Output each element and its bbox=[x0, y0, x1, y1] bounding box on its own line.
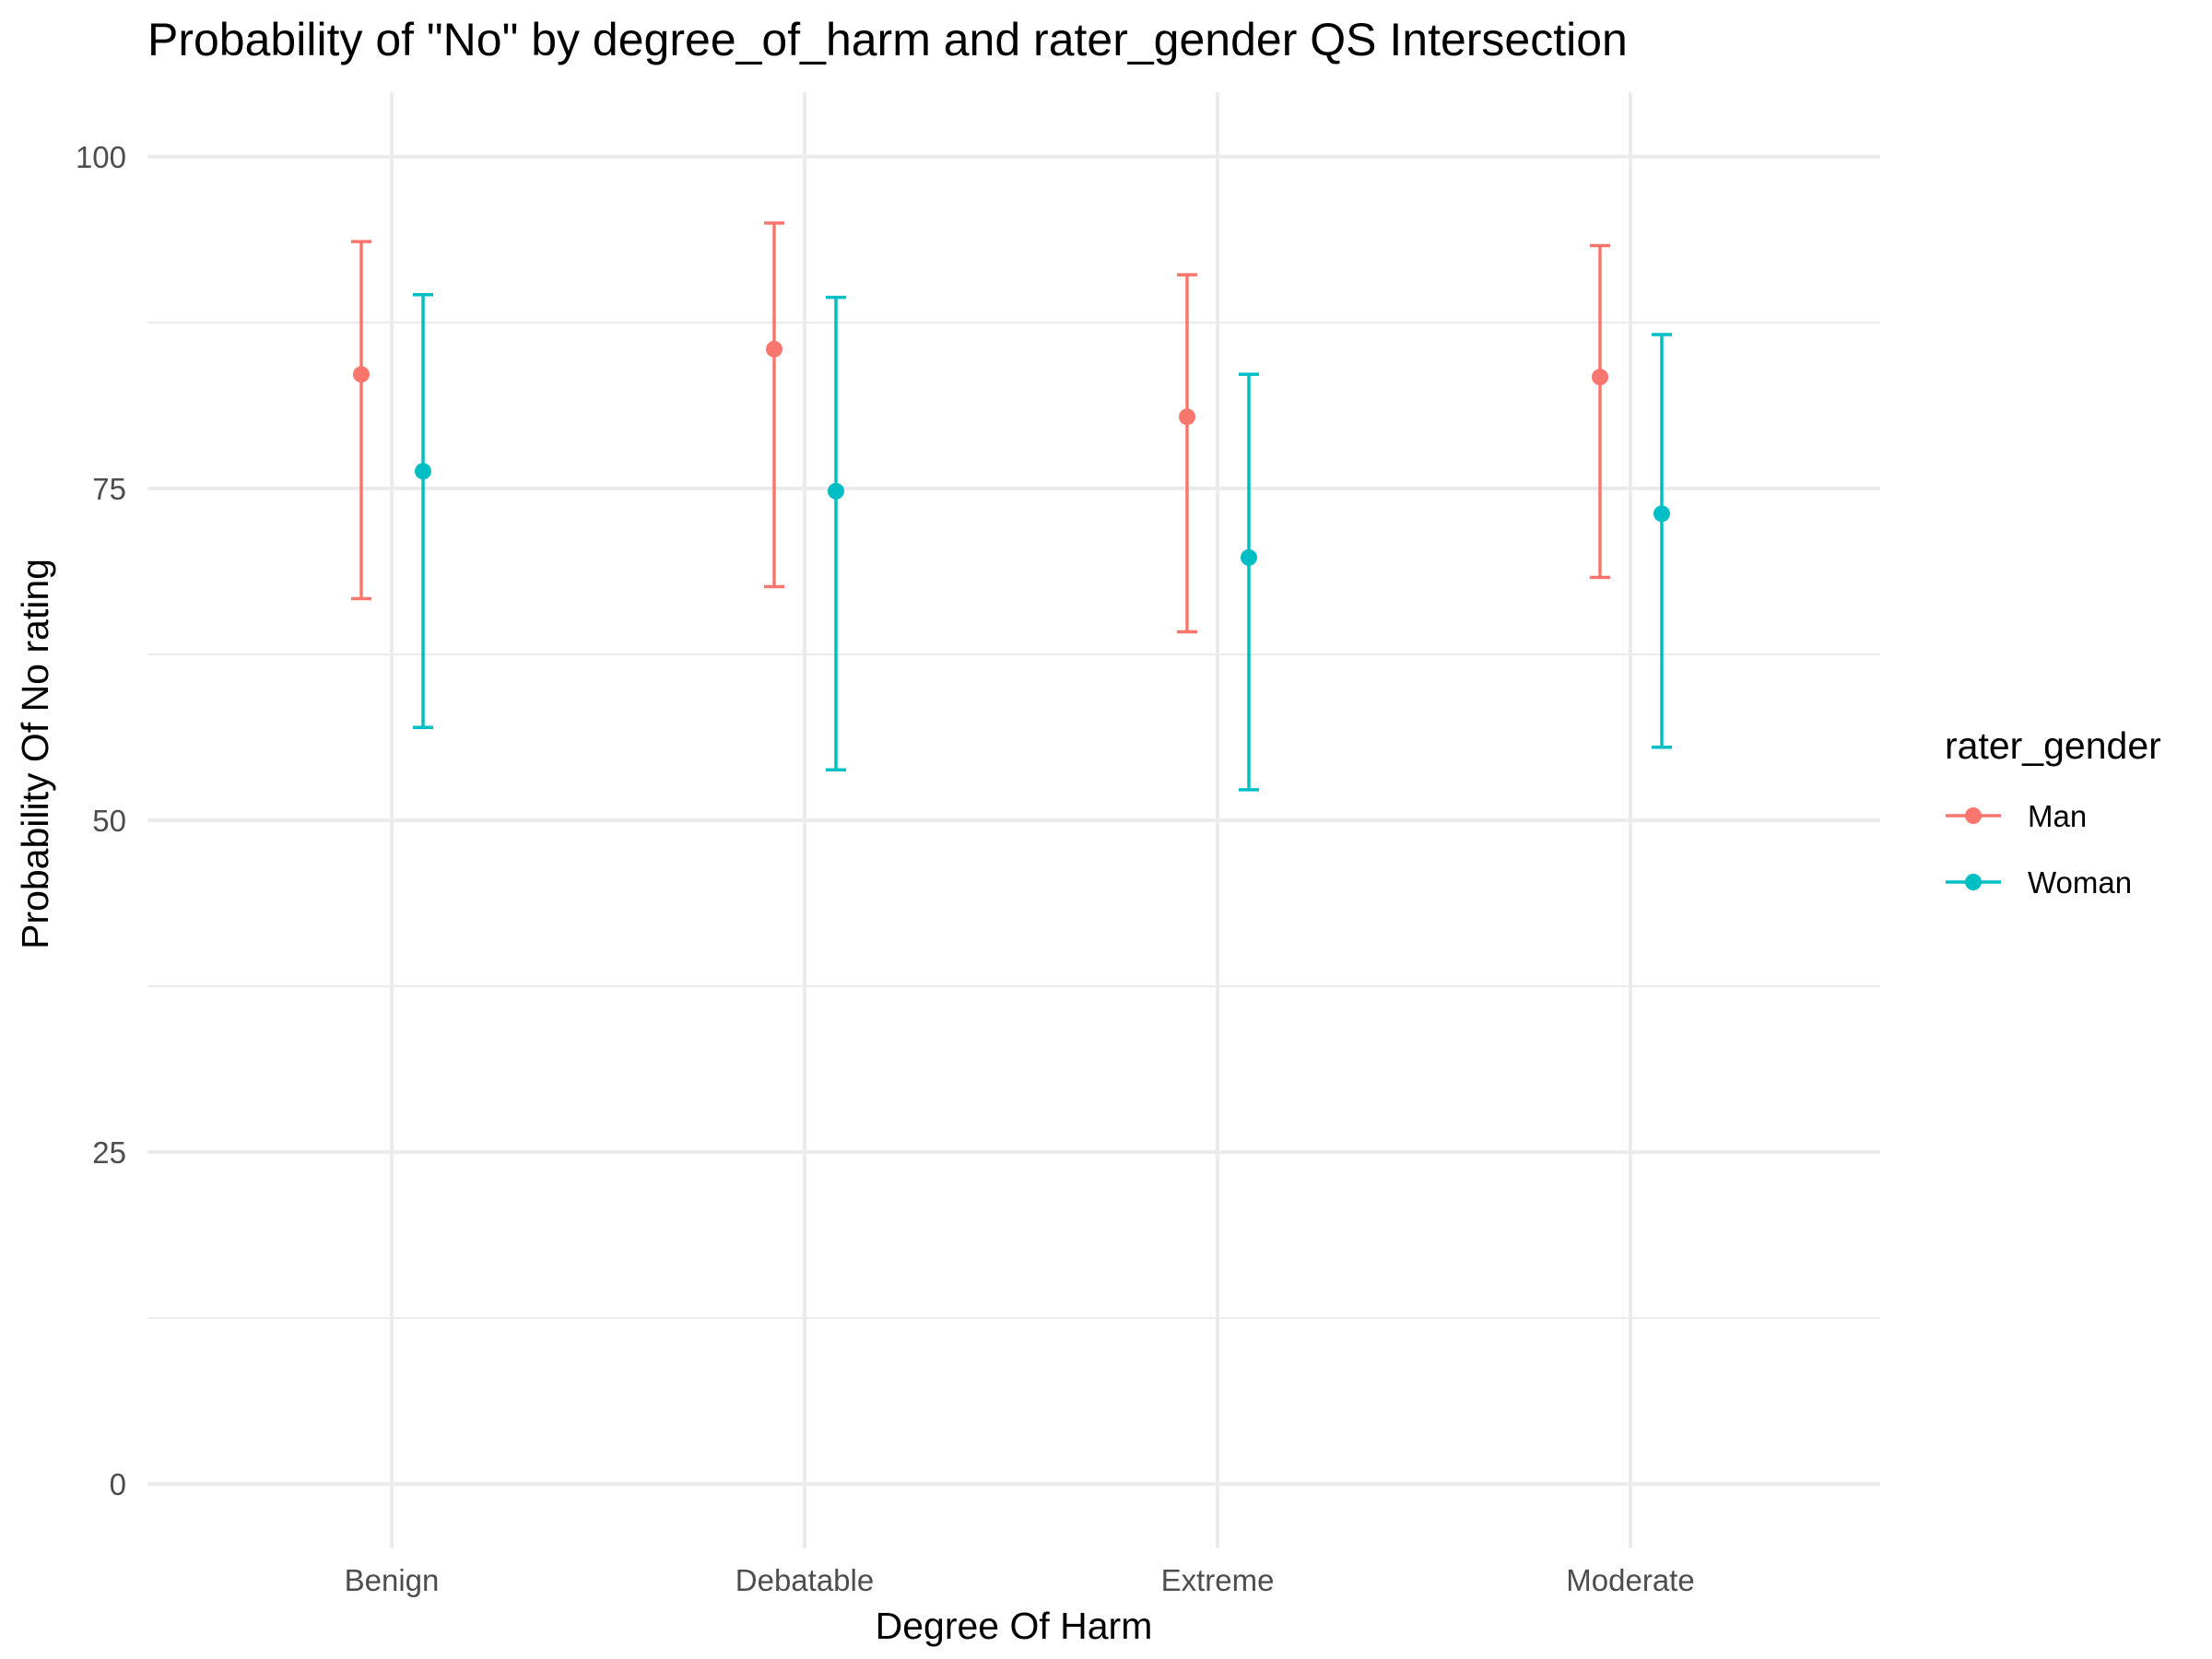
data-point-woman-extreme bbox=[1241, 548, 1257, 566]
y-tick-label: 0 bbox=[110, 1467, 126, 1501]
y-tick-label: 25 bbox=[92, 1135, 126, 1170]
errorbar-man-extreme bbox=[1177, 273, 1197, 634]
errorbar-woman-debatable bbox=[826, 295, 846, 772]
chart-title: Probability of "No" by degree_of_harm an… bbox=[147, 14, 1628, 65]
y-tick-label: 75 bbox=[92, 472, 126, 506]
plot-marks bbox=[351, 221, 1672, 792]
legend: rater_gender Man Woman bbox=[1945, 724, 2161, 900]
x-tick-label: Moderate bbox=[1566, 1563, 1694, 1597]
y-axis-ticks: 0 25 50 75 100 bbox=[76, 140, 126, 1501]
data-point-woman-debatable bbox=[828, 482, 844, 500]
y-axis-title: Probability Of No rating bbox=[14, 559, 56, 949]
errorbar-woman-benign bbox=[413, 293, 433, 729]
legend-key-point bbox=[1965, 807, 1982, 824]
errorbar-woman-extreme bbox=[1239, 372, 1259, 792]
x-axis-title: Degree Of Harm bbox=[876, 1605, 1153, 1647]
errorbar-man-moderate bbox=[1590, 243, 1610, 580]
y-tick-label: 100 bbox=[76, 140, 126, 174]
legend-title: rater_gender bbox=[1945, 724, 2161, 767]
legend-label: Man bbox=[2028, 799, 2087, 833]
data-point-man-benign bbox=[353, 366, 370, 383]
errorbar-woman-moderate bbox=[1652, 333, 1672, 749]
grid bbox=[147, 92, 1880, 1548]
legend-item-woman: Woman bbox=[1946, 865, 2132, 900]
data-point-woman-benign bbox=[415, 463, 431, 480]
errorbar-man-debatable bbox=[764, 221, 784, 589]
x-tick-label: Debatable bbox=[735, 1563, 874, 1597]
x-tick-label: Extreme bbox=[1161, 1563, 1275, 1597]
x-tick-label: Benign bbox=[345, 1563, 440, 1597]
data-point-man-extreme bbox=[1179, 408, 1195, 426]
data-point-man-moderate bbox=[1592, 369, 1608, 386]
y-tick-label: 50 bbox=[92, 804, 126, 838]
legend-key-point bbox=[1965, 874, 1982, 890]
errorbar-man-benign bbox=[351, 240, 371, 601]
legend-item-man: Man bbox=[1946, 799, 2087, 833]
data-point-woman-moderate bbox=[1653, 505, 1670, 523]
data-point-man-debatable bbox=[766, 340, 782, 358]
x-axis-ticks: Benign Debatable Extreme Moderate bbox=[345, 1563, 1695, 1597]
legend-label: Woman bbox=[2028, 865, 2132, 900]
